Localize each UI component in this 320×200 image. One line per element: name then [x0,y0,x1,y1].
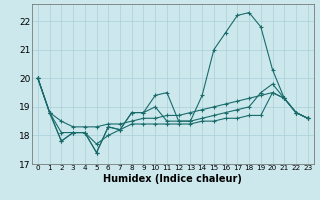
X-axis label: Humidex (Indice chaleur): Humidex (Indice chaleur) [103,174,242,184]
